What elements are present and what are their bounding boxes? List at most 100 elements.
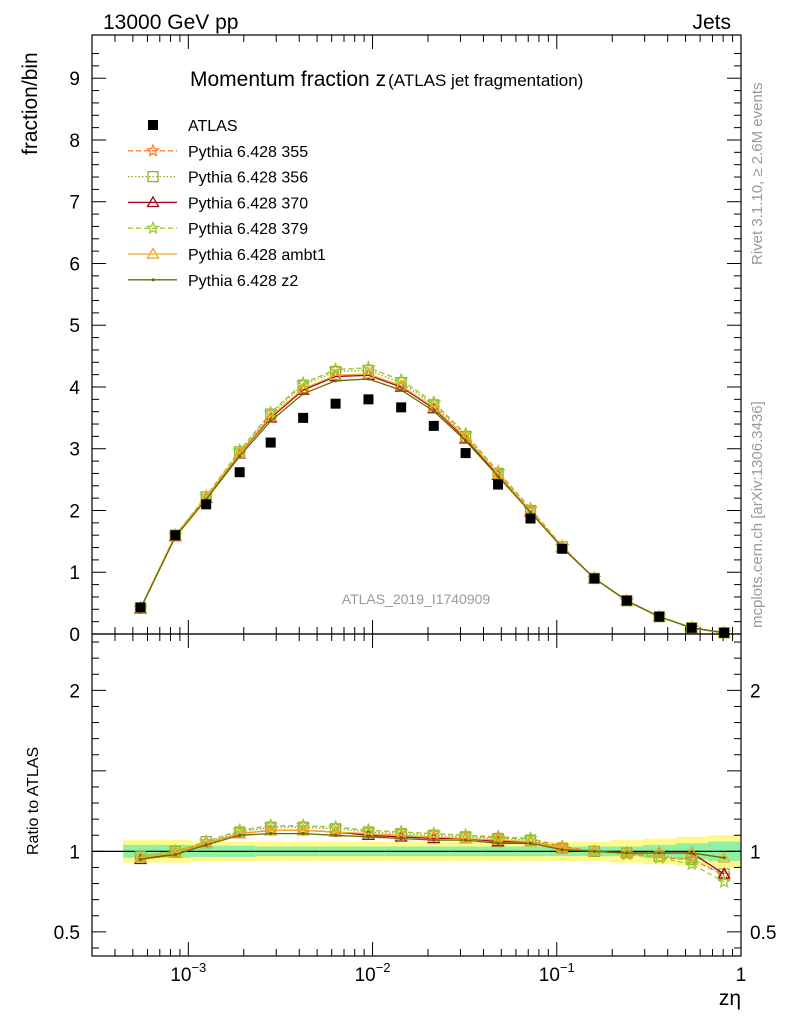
ratio-point [269,832,273,836]
data-point [496,474,500,479]
y-tick-label: 0 [69,625,80,646]
ratio-point [496,841,500,845]
main-y-axis-label: fraction/bin [19,52,42,155]
ratio-point [490,831,506,845]
legend-marker [146,247,160,259]
data-point [686,622,697,633]
ratio-series-group [133,818,732,889]
ratio-point [333,833,338,837]
ratio-y-tick-label: 2 [69,681,80,702]
ratio-point [296,818,311,832]
legend-label: Pythia 6.428 z2 [188,273,298,290]
main-series-group [133,360,732,639]
ratio-point [458,831,473,844]
y-tick-label: 3 [69,440,80,461]
legend-marker [148,120,158,130]
data-point [328,362,343,376]
data-point [333,379,338,383]
data-point [363,394,374,405]
data-point [399,388,403,392]
data-point [298,412,309,423]
ratio-y-tick-label-right: 1 [750,842,761,863]
ratio-point [168,846,182,858]
legend-entry: Pythia 6.428 370 [128,195,308,212]
data-point [719,627,730,638]
main-title-sub: (ATLAS jet fragmentation) [388,71,583,90]
data-point [528,510,533,514]
ratio-point [587,843,602,858]
legend: ATLAS Pythia 6.428 355 Pythia 6.428 356 Pyt… [128,118,326,290]
ratio-y-tick-label: 0.5 [54,923,80,944]
data-point [621,595,632,606]
x-tick-label: 10−2 [355,960,391,986]
ratio-point [684,856,699,871]
x-tick-label: 10−3 [170,960,206,986]
ratio-line [140,824,725,883]
data-point [432,409,436,413]
data-point [201,499,212,510]
legend-label: Pythia 6.428 355 [188,144,308,161]
main-axis-ticks: 0 1 2 3 4 5 6 7 8 9 [69,35,742,646]
ratio-point [238,833,242,837]
x-tick-label-exp: −3 [191,960,206,975]
legend-entry: Pythia 6.428 z2 [128,273,298,290]
x-tick-label: 10−1 [539,960,575,986]
data-point [589,573,600,584]
ratio-point [199,836,213,849]
data-point [135,602,146,613]
legend-marker [145,143,161,157]
legend-marker [151,278,155,282]
rivet-label: Rivet 3.1.10, ≥ 2.6M events [749,83,766,266]
ratio-point [592,849,596,853]
ratio-point [263,818,278,832]
legend-entry: Pythia 6.428 ambt1 [128,247,326,264]
y-tick-label: 7 [69,193,80,214]
ratio-point [301,832,305,836]
x-axis-label: zη [719,987,741,1010]
ratio-point [464,838,468,842]
ratio-point [138,857,143,862]
x-tick-label-base: 10 [539,965,560,986]
data-point [396,402,407,413]
ratio-point [685,846,699,858]
ratio-point [328,819,343,834]
x-tick-label-base: 10 [170,965,191,986]
legend-entry: Pythia 6.428 379 [128,220,308,238]
data-point [464,439,468,443]
ratio-point [366,835,371,839]
y-tick-label: 5 [69,316,80,337]
main-title-text: Momentum fraction z [190,68,386,91]
legend-marker [146,195,160,208]
ratio-point [204,843,208,847]
legend-marker [147,170,159,183]
legend-marker [145,220,161,235]
legend-label: Pythia 6.428 356 [188,170,308,187]
ratio-point [233,826,247,839]
process-label: Jets [692,11,731,34]
ratio-point [399,836,403,841]
ratio-point [555,841,569,853]
legend-entry: Pythia 6.428 356 [128,170,308,187]
y-tick-label: 9 [69,69,80,90]
data-point [170,530,181,541]
ratio-point [173,852,177,857]
x-tick-label: 1 [736,965,747,986]
data-point [426,395,441,410]
series-atlas [135,394,730,638]
x-tick-label-base: 10 [355,965,376,986]
ratio-point [458,827,473,842]
data-point [366,377,371,381]
ratio-point [426,826,441,840]
data-point [269,419,273,423]
ratio-y-tick-label-right: 2 [750,681,761,702]
data-point [428,420,439,431]
data-point [263,405,278,419]
y-tick-label: 4 [69,378,80,399]
legend-label: Pythia 6.428 ambt1 [188,247,326,264]
energy-label: 13000 GeV pp [103,11,238,34]
data-point [330,398,341,409]
data-point [265,437,276,448]
ratio-y-tick-label: 1 [69,842,80,863]
y-tick-label: 2 [69,501,80,522]
x-tick-label-exp: −2 [376,960,391,975]
